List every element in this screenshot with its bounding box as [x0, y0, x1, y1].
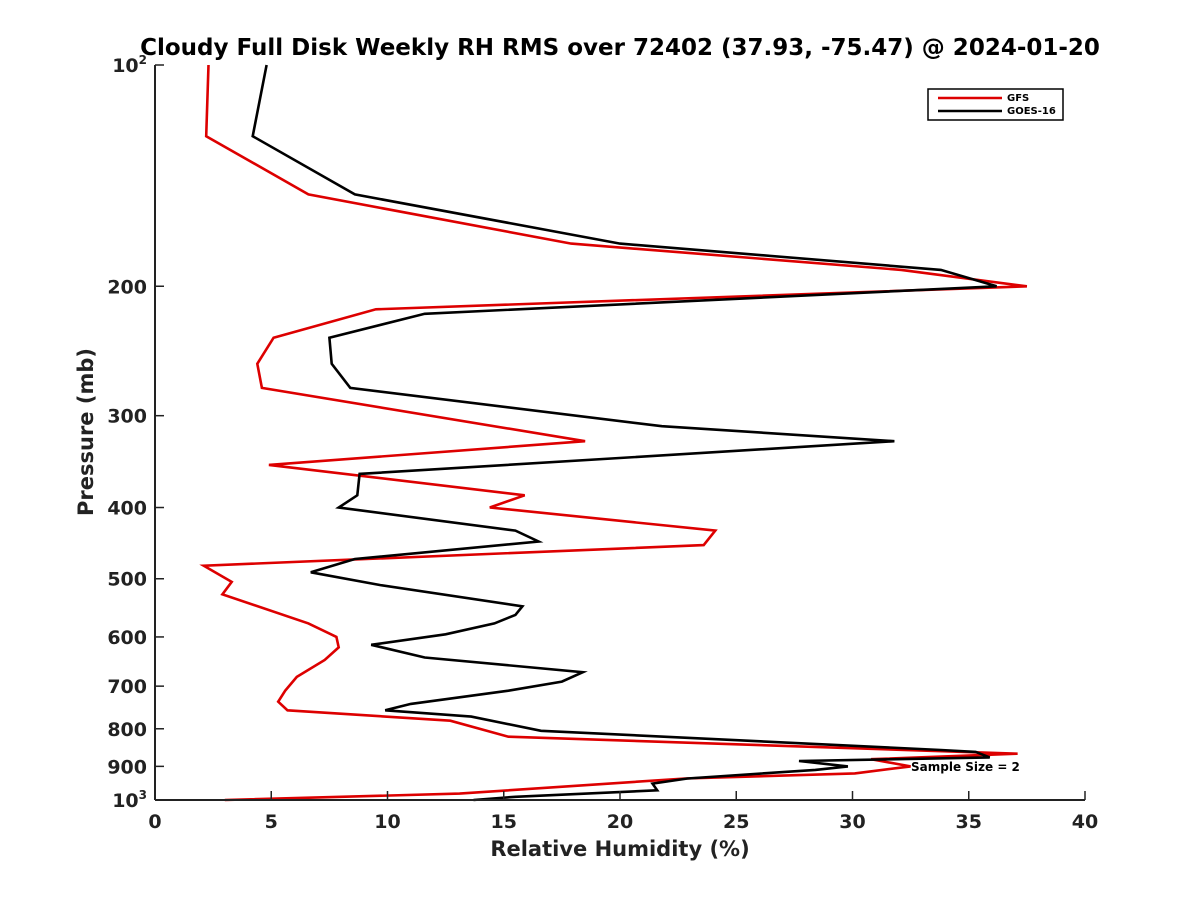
chart-title: Cloudy Full Disk Weekly RH RMS over 7240…: [140, 35, 1100, 61]
x-tick-label: 40: [1072, 811, 1098, 833]
series-line-gfs: [199, 64, 1028, 802]
legend-label-gfs: GFS: [1007, 93, 1029, 104]
y-tick-label: 600: [107, 627, 147, 649]
legend-label-goes16: GOES-16: [1007, 106, 1056, 117]
x-tick-label: 0: [148, 811, 161, 833]
y-ticks: 102 200 300 400 500 600 700 800 900 103: [107, 53, 164, 812]
sample-size-annotation: Sample Size = 2: [911, 760, 1020, 774]
x-axis-label: Relative Humidity (%): [490, 837, 749, 861]
y-tick-label: 800: [107, 719, 147, 741]
series-layer: [199, 64, 1028, 802]
y-tick-label: 200: [107, 276, 147, 298]
x-tick-label: 20: [607, 811, 633, 833]
x-tick-label: 15: [491, 811, 517, 833]
x-tick-label: 25: [723, 811, 749, 833]
y-tick-label: 103: [112, 788, 147, 812]
y-tick-label: 400: [107, 498, 147, 520]
y-axis-label: Pressure (mb): [74, 348, 98, 516]
series-line-goes16: [251, 64, 997, 802]
x-tick-label: 10: [374, 811, 400, 833]
legend: GFS GOES-16: [927, 88, 1064, 121]
x-tick-label: 35: [956, 811, 982, 833]
y-tick-label: 300: [107, 406, 147, 428]
y-tick-label: 102: [112, 53, 147, 77]
x-tick-label: 5: [265, 811, 278, 833]
x-ticks: 0 5 10 15 20 25 30 35 40: [148, 791, 1098, 833]
legend-box: [927, 88, 1064, 121]
x-tick-label: 30: [839, 811, 865, 833]
y-tick-label: 700: [107, 676, 147, 698]
y-tick-label: 900: [107, 756, 147, 778]
y-tick-label: 500: [107, 569, 147, 591]
